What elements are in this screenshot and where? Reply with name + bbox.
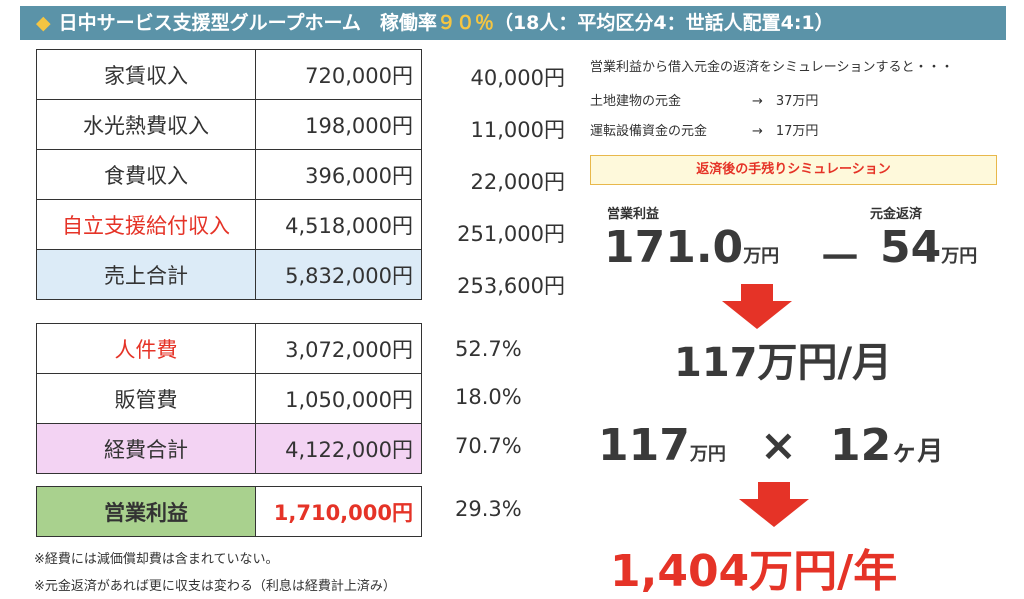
- per-person-value: 253,600円: [457, 274, 565, 298]
- row-label: 食費収入: [36, 149, 256, 200]
- row-label: 自立支援給付収入: [36, 199, 256, 250]
- row-label: 水光熱費収入: [36, 99, 256, 150]
- row-label: 経費合計: [36, 423, 256, 474]
- profit-formula: 171.0万円: [604, 222, 779, 273]
- profit-number: 171.0: [604, 222, 744, 273]
- row-label: 人件費: [36, 323, 256, 374]
- down-arrow-icon: [722, 284, 792, 329]
- table-row: 家賃収入 720,000円: [36, 49, 422, 100]
- note-depreciation: ※経費には減価償却費は含まれていない。: [34, 552, 279, 567]
- revenue-table: 家賃収入 720,000円 水光熱費収入 198,000円 食費収入 396,0…: [36, 49, 422, 300]
- profit-label: 営業利益: [36, 486, 256, 537]
- row-amount: 4,122,000円: [255, 423, 422, 474]
- unit-label: 万円: [941, 246, 978, 267]
- ratio-value: 52.7%: [455, 337, 522, 361]
- loan1-value: → 37万円: [752, 94, 819, 109]
- row-amount: 4,518,000円: [255, 199, 422, 250]
- row-amount: 5,832,000円: [255, 249, 422, 300]
- minus-sign: －: [818, 233, 862, 284]
- expense-table: 人件費 3,072,000円 販管費 1,050,000円 経費合計 4,122…: [36, 323, 422, 474]
- per-person-value: 251,000円: [457, 222, 565, 246]
- row-label: 販管費: [36, 373, 256, 424]
- profit-label-small: 営業利益: [607, 207, 660, 222]
- annual-result: 1,404万円/年: [610, 546, 898, 597]
- months-number: 12: [830, 420, 892, 471]
- table-row: 人件費 3,072,000円: [36, 323, 422, 374]
- row-amount: 3,072,000円: [255, 323, 422, 374]
- table-row: 水光熱費収入 198,000円: [36, 99, 422, 150]
- loan2-label: 運転設備資金の元金: [590, 124, 708, 139]
- table-row: 自立支援給付収入 4,518,000円: [36, 199, 422, 250]
- monthly-result: 117万円/月: [674, 340, 893, 386]
- row-amount: 720,000円: [255, 49, 422, 100]
- per-person-value: 22,000円: [470, 170, 565, 194]
- simulation-intro: 営業利益から借入元金の返済をシミュレーションすると・・・: [590, 60, 954, 75]
- months-unit: ヶ月: [891, 437, 944, 467]
- profit-ratio: 29.3%: [455, 497, 522, 521]
- times-sign: ×: [760, 420, 797, 471]
- page-header: ◆ 日中サービス支援型グループホーム 稼働率９０％（18人：平均区分4：世話人配置…: [20, 6, 1006, 40]
- table-row: 食費収入 396,000円: [36, 149, 422, 200]
- row-label: 家賃収入: [36, 49, 256, 100]
- header-title: 日中サービス支援型グループホーム 稼働率: [58, 12, 437, 34]
- unit-label: 万円: [743, 246, 780, 267]
- repay-label-small: 元金返済: [870, 207, 923, 222]
- table-row: 販管費 1,050,000円: [36, 373, 422, 424]
- row-amount: 396,000円: [255, 149, 422, 200]
- ratio-value: 18.0%: [455, 385, 522, 409]
- monthly-number: 117: [598, 420, 690, 471]
- row-amount: 1,050,000円: [255, 373, 422, 424]
- per-person-value: 40,000円: [470, 66, 565, 90]
- profit-table: 営業利益 1,710,000円: [36, 486, 422, 537]
- table-row: 売上合計 5,832,000円: [36, 249, 422, 300]
- unit-label: 万円: [689, 444, 726, 465]
- loan2-value: → 17万円: [752, 124, 819, 139]
- row-label: 売上合計: [36, 249, 256, 300]
- simulation-box-title: 返済後の手残りシミュレーション: [590, 155, 997, 185]
- repay-number: 54: [880, 222, 942, 273]
- table-row: 営業利益 1,710,000円: [36, 486, 422, 537]
- months-formula: 12ヶ月: [830, 420, 943, 471]
- row-amount: 198,000円: [255, 99, 422, 150]
- per-person-value: 11,000円: [470, 118, 565, 142]
- profit-amount: 1,710,000円: [255, 486, 422, 537]
- loan1-label: 土地建物の元金: [590, 94, 682, 109]
- header-conditions: （18人：平均区分4：世話人配置4:1）: [493, 12, 834, 34]
- repay-formula: 54万円: [880, 222, 977, 273]
- header-rate: ９０％: [436, 12, 494, 34]
- ratio-value: 70.7%: [455, 434, 522, 458]
- table-row: 経費合計 4,122,000円: [36, 423, 422, 474]
- diamond-icon: ◆: [36, 12, 51, 34]
- annual-formula: 117万円: [598, 420, 726, 471]
- down-arrow-icon: [739, 482, 809, 527]
- note-principal: ※元金返済があれば更に収支は変わる（利息は経費計上済み）: [34, 579, 396, 594]
